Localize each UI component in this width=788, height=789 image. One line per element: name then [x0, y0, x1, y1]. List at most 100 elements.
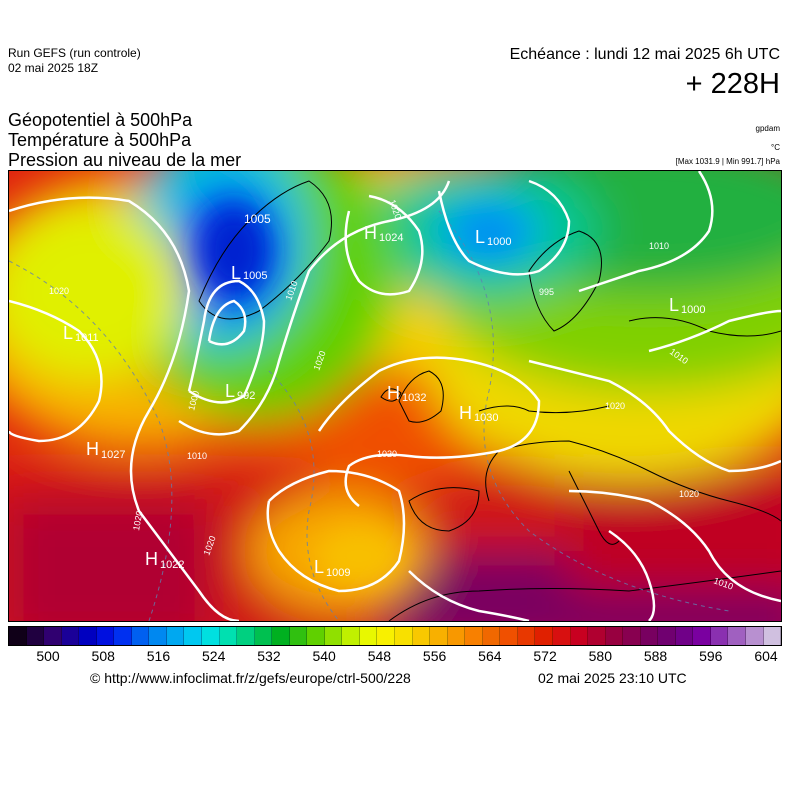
colorbar-swatch: [412, 627, 431, 645]
colorbar-swatch: [623, 627, 641, 645]
colorbar-swatch: [588, 627, 606, 645]
center-low-letter: L: [475, 227, 485, 247]
colorbar-swatch: [535, 627, 553, 645]
center-high-value: 1030: [474, 412, 498, 424]
cold-core-shading: [199, 206, 519, 586]
colorbar-swatch: [570, 627, 589, 645]
colorbar-swatch: [377, 627, 396, 645]
colorbar-swatch: [395, 627, 413, 645]
colorbar-swatch: [675, 627, 694, 645]
colorbar-swatch: [693, 627, 711, 645]
colorbar-swatch: [254, 627, 273, 645]
center-high-value: 1022: [160, 559, 184, 571]
unit-geopotential: gpdam: [755, 124, 780, 133]
colorbar-swatch: [289, 627, 308, 645]
colorbar-tick-label: 548: [367, 648, 392, 664]
field-title-geopotential: Géopotentiel à 500hPa: [8, 110, 193, 130]
colorbar-swatch: [658, 627, 676, 645]
pressure-minmax: [Max 1031.9 | Min 991.7] hPa: [675, 157, 780, 166]
colorbar-swatch: [605, 627, 624, 645]
colorbar-swatch: [430, 627, 448, 645]
colorbar-swatch: [61, 627, 80, 645]
center-high-value: 1027: [101, 449, 125, 461]
model-run-name: Run GEFS (run controle): [8, 46, 141, 60]
center-low-value: 1000: [487, 236, 511, 248]
copyright-url[interactable]: © http://www.infoclimat.fr/z/gefs/europe…: [90, 670, 411, 686]
colorbar-swatch: [237, 627, 255, 645]
colorbar-tick-label: 580: [588, 648, 612, 664]
colorbar-swatch: [44, 627, 62, 645]
colorbar-swatch: [710, 627, 729, 645]
colorbar-tick-labels: 500 508 516 524 532 540 548 556 564 572 580 588 596 6…: [8, 648, 780, 666]
center-low-value: 1000: [681, 304, 705, 316]
colorbar-tick-label: 524: [202, 648, 226, 664]
isobar-label: 1020: [605, 401, 625, 411]
colorbar-tick-label: 516: [146, 648, 171, 664]
colorbar-tick-label: 596: [699, 648, 723, 664]
pressure-isobars: [9, 171, 781, 621]
center-low-value: 1011: [75, 332, 99, 344]
colorbar-swatch: [728, 627, 746, 645]
weather-map[interactable]: 1005 L 1005 H 1024 L 1000 L 1000 L 1011 …: [8, 170, 782, 622]
center-high-value: 1024: [379, 232, 403, 244]
colorbar-tick-label: 532: [257, 648, 281, 664]
center-low-value: 1005: [243, 270, 267, 282]
colorbar-swatch: [131, 627, 150, 645]
colorbar-swatch: [500, 627, 518, 645]
colorbar-swatch: [184, 627, 203, 645]
colorbar-swatch: [307, 627, 325, 645]
colorbar-swatch: [272, 627, 290, 645]
colorbar-swatch: [517, 627, 536, 645]
colorbar-swatch: [640, 627, 659, 645]
field-title-mslp: Pression au niveau de la mer: [8, 150, 242, 170]
isobar-label: 995: [539, 287, 554, 297]
colorbar-swatch: [26, 627, 45, 645]
field-title-temperature: Température à 500hPa: [8, 130, 192, 150]
colorbar-tick-label: 564: [478, 648, 502, 664]
colorbar-swatch: [79, 627, 97, 645]
colorbar-swatch: [166, 627, 185, 645]
forecast-valid-time: Echéance : lundi 12 mai 2025 6h UTC: [509, 46, 780, 63]
colorbar-swatch: [359, 627, 378, 645]
colorbar-swatch: [9, 627, 27, 645]
pressure-centers: 1005 L 1005 H 1024 L 1000 L 1000 L 1011 …: [63, 212, 705, 579]
colorbar-legend: [8, 626, 782, 646]
colorbar-tick-label: 556: [422, 648, 447, 664]
colorbar-swatch: [114, 627, 132, 645]
colorbar-swatch: [96, 627, 115, 645]
center-low-letter: L: [63, 323, 73, 343]
isobar-label: 1020: [131, 510, 144, 531]
colorbar-swatch: [342, 627, 360, 645]
forecast-lead-time: + 228H: [685, 68, 780, 100]
center-high-letter: H: [387, 383, 400, 403]
center-low-letter: L: [314, 557, 324, 577]
center-high-letter: H: [86, 439, 99, 459]
isobar-label: 1010: [649, 241, 669, 251]
colorbar-tick-label: 540: [312, 648, 336, 664]
colorbar-tick-label: 572: [533, 648, 557, 664]
colorbar-swatch: [552, 627, 571, 645]
center-high-letter: H: [145, 549, 158, 569]
colorbar-swatch: [219, 627, 238, 645]
colorbar-swatch: [149, 627, 167, 645]
model-run-date: 02 mai 2025 18Z: [8, 61, 99, 75]
unit-temperature: °C: [771, 143, 780, 152]
isobar-label: 1020: [377, 449, 397, 459]
colorbar-swatch: [745, 627, 764, 645]
colorbar-tick-label: 508: [91, 648, 115, 664]
center-high-letter: H: [364, 223, 377, 243]
center-high-value: 1032: [402, 392, 426, 404]
center-low: 1005: [244, 212, 271, 226]
colorbar-swatch: [482, 627, 501, 645]
center-low-letter: L: [225, 381, 235, 401]
colorbar-tick-label: 500: [36, 648, 60, 664]
center-high-letter: H: [459, 403, 472, 423]
center-low-letter: L: [231, 263, 241, 283]
isobar-label: 1020: [49, 286, 69, 296]
colorbar-swatch: [465, 627, 483, 645]
colorbar-swatch: [763, 627, 782, 645]
center-low-value: 1009: [326, 567, 350, 579]
isobar-label: 1010: [187, 451, 207, 461]
colorbar-tick-label: 604: [754, 648, 778, 664]
center-low-letter: L: [669, 295, 679, 315]
